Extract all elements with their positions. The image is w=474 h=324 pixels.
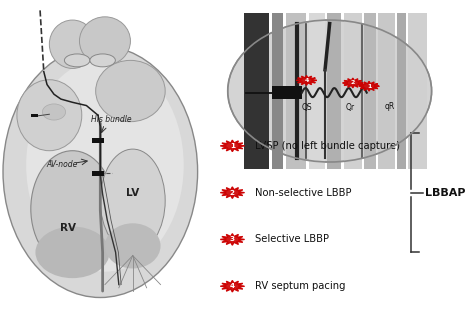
Bar (309, 13, 325, 169)
Polygon shape (220, 187, 245, 198)
Bar (31, 114, 38, 118)
Text: QS: QS (301, 103, 312, 112)
Text: 2: 2 (230, 190, 235, 196)
Polygon shape (296, 75, 317, 85)
Ellipse shape (3, 46, 198, 297)
Text: 1: 1 (230, 143, 235, 149)
Text: 3: 3 (230, 237, 235, 242)
Text: Non-selective LBBP: Non-selective LBBP (255, 188, 351, 198)
Polygon shape (359, 81, 379, 91)
Bar (272, 86, 302, 99)
Ellipse shape (49, 20, 96, 68)
Bar (92, 171, 104, 176)
Ellipse shape (31, 151, 114, 267)
Ellipse shape (100, 149, 165, 252)
Ellipse shape (80, 17, 130, 65)
Bar (397, 13, 406, 169)
Bar (344, 13, 362, 169)
Ellipse shape (17, 80, 82, 151)
Bar (244, 13, 269, 169)
Circle shape (228, 20, 432, 162)
Text: 4: 4 (230, 283, 235, 289)
Text: LBBAP: LBBAP (425, 188, 465, 198)
Text: 1: 1 (367, 84, 371, 89)
Text: qR: qR (385, 102, 395, 111)
Bar (365, 13, 376, 169)
Bar (286, 13, 307, 169)
Text: RV: RV (60, 223, 76, 233)
Ellipse shape (90, 54, 115, 67)
Polygon shape (220, 140, 245, 152)
Ellipse shape (96, 60, 165, 122)
Circle shape (42, 104, 65, 120)
Text: LVSP (no left bundle capture): LVSP (no left bundle capture) (255, 141, 400, 151)
Polygon shape (220, 234, 245, 245)
Text: LV: LV (126, 188, 139, 198)
Text: Qr: Qr (346, 103, 355, 112)
Ellipse shape (64, 54, 90, 67)
Polygon shape (220, 281, 245, 292)
Ellipse shape (105, 223, 161, 269)
Bar (328, 13, 341, 169)
Ellipse shape (36, 226, 109, 278)
Polygon shape (343, 78, 363, 88)
Bar (91, 138, 104, 143)
Text: Selective LBBP: Selective LBBP (255, 235, 328, 244)
Text: RV septum pacing: RV septum pacing (255, 281, 345, 291)
Ellipse shape (26, 59, 184, 272)
Bar (409, 13, 427, 169)
Text: 4: 4 (304, 78, 309, 83)
Text: His bundle: His bundle (91, 115, 132, 124)
Text: AV-node: AV-node (46, 160, 77, 169)
Bar (272, 13, 283, 169)
Bar (378, 13, 394, 169)
Text: 2: 2 (351, 80, 355, 86)
